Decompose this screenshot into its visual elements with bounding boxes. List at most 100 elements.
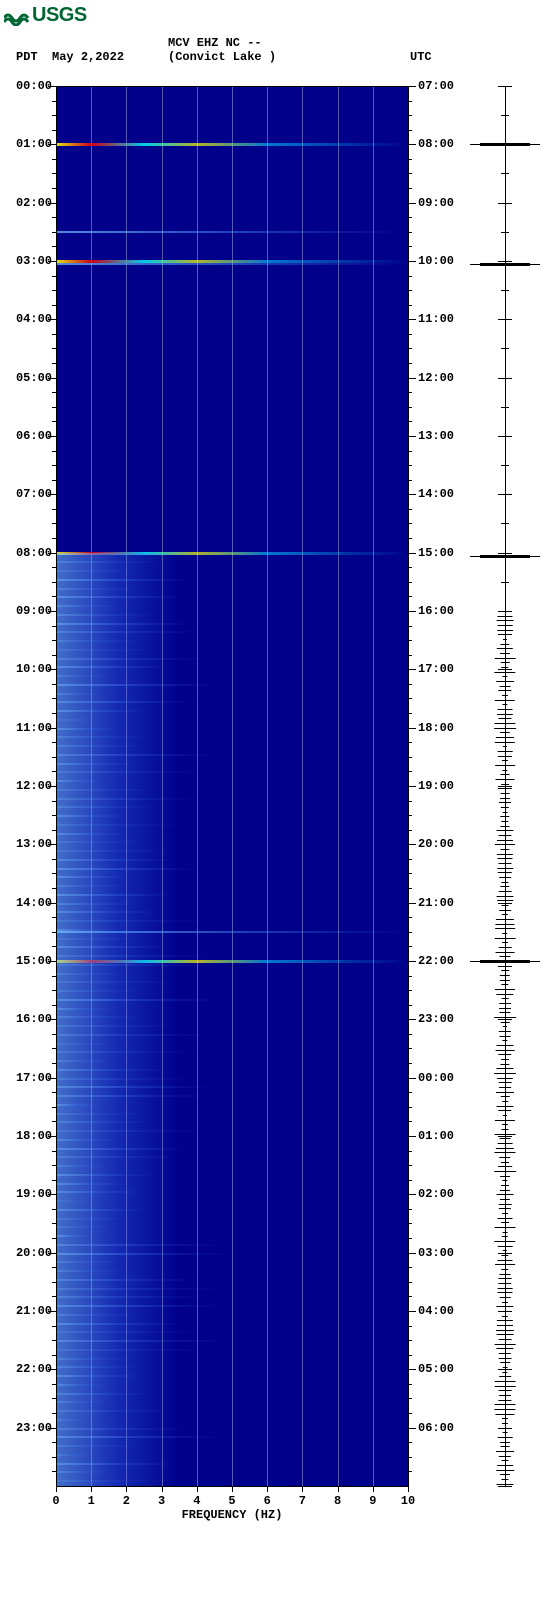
wf-noise (498, 1246, 513, 1247)
wf-noise (499, 956, 510, 957)
wf-noise (495, 658, 516, 659)
wf-noise (499, 1031, 511, 1032)
noise-row (56, 1078, 195, 1080)
wf-noise (498, 1400, 511, 1401)
time-label-pdt: 00:00 (2, 79, 52, 93)
wf-noise (500, 816, 509, 817)
wf-noise (500, 826, 509, 827)
wf-noise (497, 1334, 514, 1335)
noise-row (56, 1034, 224, 1036)
wf-noise (498, 625, 513, 626)
time-label-utc: 06:00 (418, 1421, 454, 1435)
header-left: PDT May 2,2022 (16, 50, 124, 64)
noise-row (56, 1366, 142, 1368)
wf-noise (499, 1204, 512, 1205)
noise-row (56, 1025, 175, 1027)
wf-noise (494, 1241, 515, 1242)
time-label-pdt: 02:00 (2, 196, 52, 210)
station-subtitle: (Convict Lake ) (168, 50, 276, 64)
noise-row (56, 684, 222, 686)
wf-noise (497, 709, 512, 710)
noise-row (56, 929, 114, 931)
time-label-utc: 12:00 (418, 371, 454, 385)
wf-noise (495, 1386, 516, 1387)
wf-noise (496, 1306, 513, 1307)
ytick-major (48, 611, 56, 612)
noise-row (56, 964, 223, 966)
tz-left: PDT (16, 50, 38, 64)
wf-noise (497, 1106, 514, 1107)
wf-event-spike (480, 962, 530, 963)
noise-row (56, 1174, 154, 1176)
ytick-major (48, 319, 56, 320)
noise-row (56, 1314, 143, 1316)
ytick-major (48, 903, 56, 904)
wf-noise (498, 858, 513, 859)
wf-noise (502, 1418, 508, 1419)
wf-noise (494, 728, 516, 729)
wf-noise (497, 630, 513, 631)
wf-noise (501, 970, 509, 971)
wf-noise (501, 173, 509, 174)
ytick-major (48, 378, 56, 379)
wf-noise (501, 1446, 510, 1447)
wf-noise (496, 1148, 514, 1149)
wf-noise (501, 465, 509, 466)
time-label-pdt: 10:00 (2, 662, 52, 676)
wf-noise (501, 984, 508, 985)
wf-noise (496, 1484, 513, 1485)
ytick-major (408, 1078, 416, 1079)
noise-row (56, 1165, 108, 1167)
ytick-major (48, 1136, 56, 1137)
gridline-v (267, 86, 268, 1486)
wf-noise (502, 770, 507, 771)
ytick-major (408, 494, 416, 495)
noise-row (56, 824, 186, 826)
ytick-major (408, 1194, 416, 1195)
wf-noise (501, 821, 508, 822)
ytick-major (408, 611, 416, 612)
time-label-utc: 09:00 (418, 196, 454, 210)
waveform-panel (465, 86, 545, 1486)
wf-noise (494, 961, 515, 962)
wf-noise (503, 1232, 508, 1233)
noise-row (56, 1069, 166, 1071)
wf-noise (497, 1292, 512, 1293)
wf-noise (495, 844, 515, 845)
wf-noise (500, 975, 510, 976)
noise-row (56, 815, 128, 817)
xtick-label: 4 (193, 1494, 200, 1508)
time-label-pdt: 09:00 (2, 604, 52, 618)
noise-row (56, 1410, 177, 1412)
ytick-major (48, 1194, 56, 1195)
wf-noise (502, 1124, 508, 1125)
wf-noise (501, 553, 509, 554)
wf-noise (501, 319, 509, 320)
plot-border (408, 86, 409, 1486)
wf-noise (496, 1348, 513, 1349)
noise-row (56, 1261, 121, 1263)
noise-row (56, 798, 201, 800)
wf-noise (496, 1092, 514, 1093)
xtick-label: 7 (299, 1494, 306, 1508)
noise-row (56, 1060, 116, 1062)
ytick-major (408, 261, 416, 262)
wf-noise (498, 718, 511, 719)
wf-noise (501, 807, 509, 808)
time-label-pdt: 01:00 (2, 137, 52, 151)
wf-noise (498, 756, 512, 757)
noise-row (56, 1104, 99, 1106)
time-label-utc: 14:00 (418, 487, 454, 501)
wf-noise (502, 1423, 508, 1424)
wf-noise (498, 1283, 511, 1284)
ytick-major (48, 553, 56, 554)
wf-noise (501, 667, 508, 668)
noise-row (56, 1419, 93, 1421)
time-label-utc: 15:00 (418, 546, 454, 560)
ytick-major (48, 1253, 56, 1254)
wf-noise (495, 1120, 515, 1121)
time-label-pdt: 16:00 (2, 1012, 52, 1026)
wf-noise (503, 1115, 507, 1116)
noise-row (56, 631, 211, 633)
noise-row (56, 999, 225, 1001)
